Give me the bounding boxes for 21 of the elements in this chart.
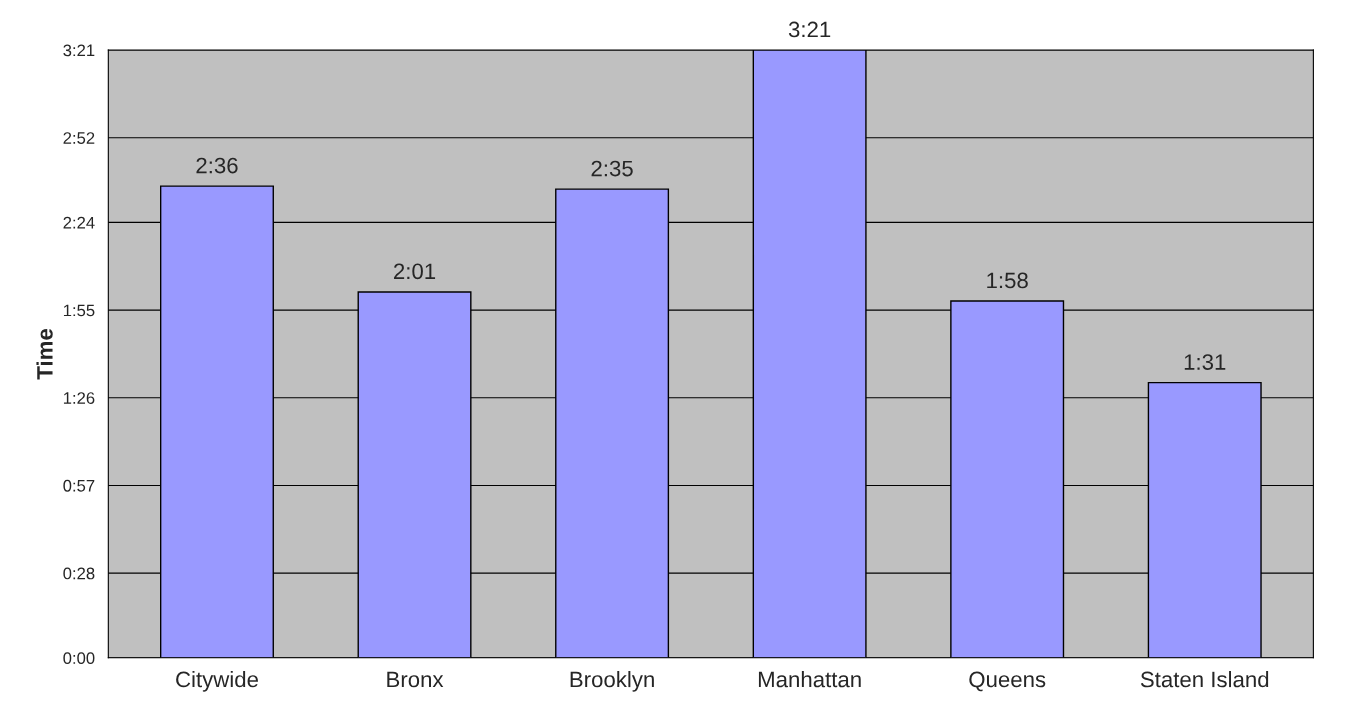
- x-tick-label: Staten Island: [1140, 670, 1269, 688]
- y-tick-label: 1:55: [63, 304, 95, 317]
- y-tick-label: 2:24: [63, 216, 95, 229]
- x-tick-label: Manhattan: [758, 670, 861, 688]
- y-axis-title: Time: [36, 328, 53, 380]
- x-tick-label: Bronx: [387, 671, 444, 688]
- x-tick-label: Citywide: [176, 670, 258, 692]
- data-label: 1:58: [987, 272, 1028, 289]
- x-tick-label: Brooklyn: [570, 670, 654, 692]
- x-tick-label: Queens: [969, 671, 1046, 692]
- y-tick-label: 1:26: [63, 392, 95, 404]
- y-tick-label: 2:52: [63, 132, 95, 144]
- data-label: 2:36: [196, 157, 238, 174]
- data-label: 1:31: [1184, 354, 1226, 370]
- data-label: 2:01: [394, 263, 436, 280]
- data-label: 3:21: [788, 21, 831, 38]
- y-tick-label: 3:21: [63, 44, 95, 57]
- data-label: 2:35: [591, 160, 633, 177]
- y-tick-label: 0:28: [63, 567, 95, 580]
- y-tick-label: 0:57: [63, 479, 95, 492]
- y-tick-label: 0:00: [63, 652, 95, 664]
